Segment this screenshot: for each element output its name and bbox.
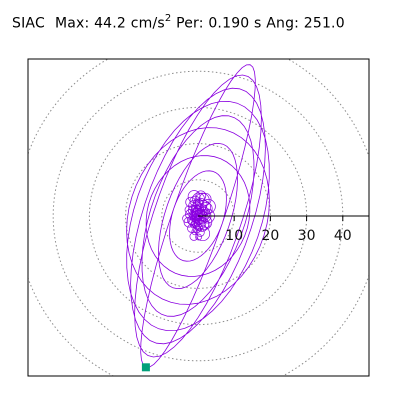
period-label: Per: — [176, 15, 204, 32]
max-value: 44.2 — [94, 15, 127, 32]
trace-core — [189, 232, 199, 241]
angle-value: 251.0 — [303, 15, 345, 32]
tick-label-40: 40 — [334, 228, 352, 244]
max-label: Max: — [54, 15, 90, 32]
tick-label-10: 10 — [225, 228, 243, 244]
radial-tick-labels: 10 20 30 40 — [225, 216, 352, 244]
trace-core — [189, 195, 201, 207]
max-unit-exponent: 2 — [164, 13, 172, 24]
trace-core — [195, 233, 202, 241]
tick-label-20: 20 — [261, 228, 279, 244]
trace-core — [194, 217, 209, 232]
trace-loops — [126, 64, 270, 368]
trace-core — [195, 226, 211, 242]
plot-frame — [27, 58, 370, 377]
period-value: 0.190 s — [208, 15, 262, 32]
trace-core — [196, 224, 203, 231]
trace-core — [195, 190, 207, 202]
trace-core — [192, 207, 204, 219]
trace-core — [194, 208, 207, 222]
page-title: SIAC Max: 44.2 cm/s2 Per: 0.190 s Ang: 25… — [12, 13, 345, 32]
trace-core — [192, 224, 202, 234]
motion-trace — [126, 64, 270, 368]
tick-label-30: 30 — [298, 228, 316, 244]
max-unit: cm/s — [130, 15, 165, 32]
trace-core — [184, 205, 194, 215]
trace-core — [201, 199, 216, 214]
angle-label: Ang: — [266, 15, 300, 32]
trace-core — [189, 221, 197, 229]
station-code: SIAC — [12, 15, 45, 32]
end-point-marker — [141, 363, 150, 372]
